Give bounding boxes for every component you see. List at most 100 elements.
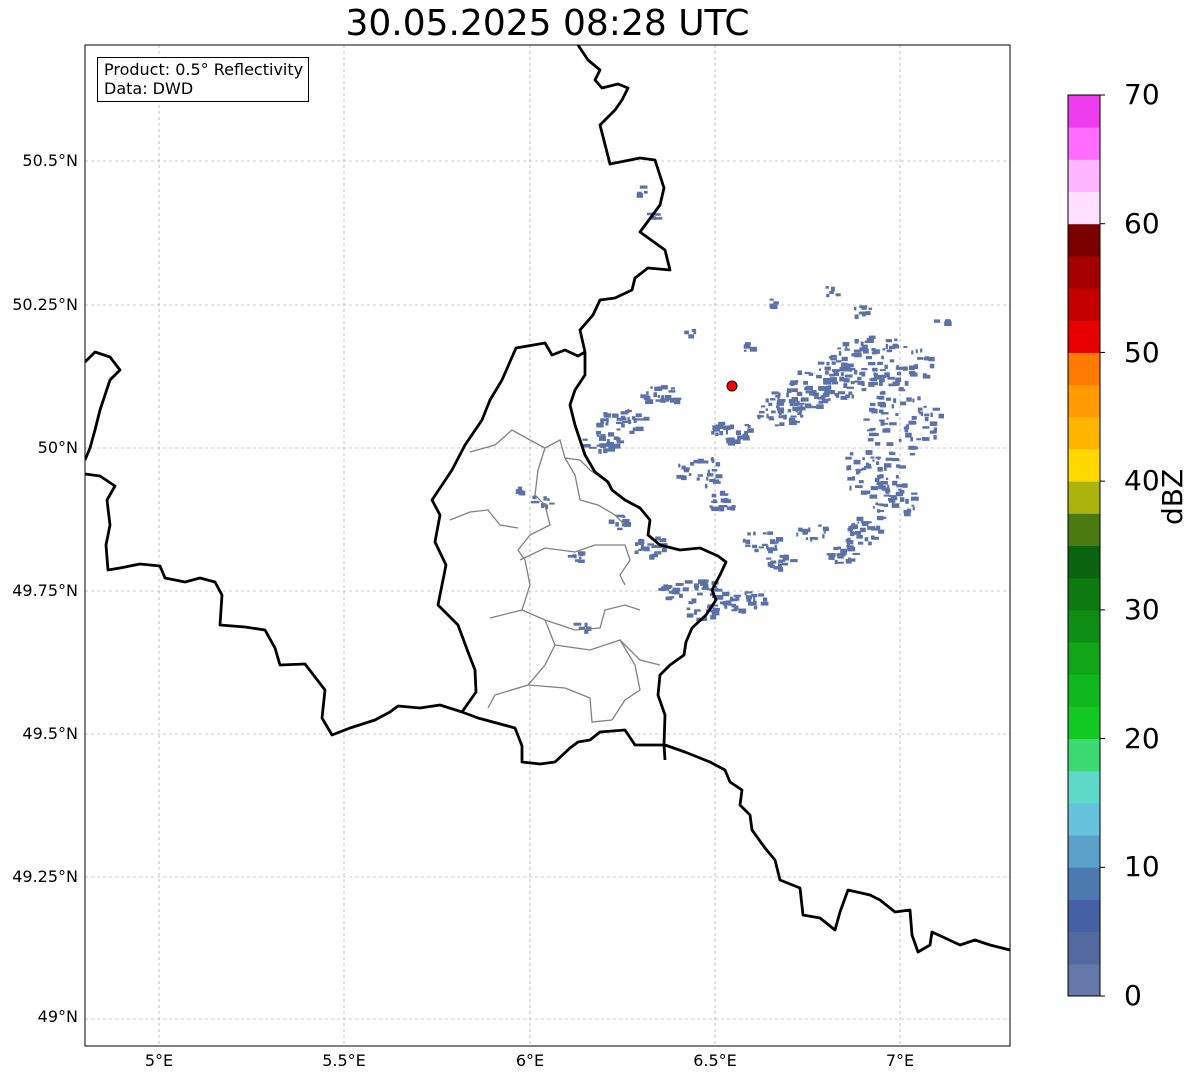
echo-pixel [864,340,869,343]
echo-pixel [753,600,757,606]
echo-pixel [595,430,601,435]
echo-pixel [598,423,601,427]
echo-pixel [853,459,861,465]
echo-pixel [877,474,881,480]
echo-pixel [840,372,844,376]
echo-pixel [646,391,649,396]
echo-pixel [632,416,636,420]
echo-pixel [793,402,798,406]
echo-pixel [771,410,776,414]
echo-pixel [889,345,895,350]
echo-pixel [929,430,936,434]
echo-pixel [836,553,844,557]
colorbar-bin [1068,159,1100,193]
echo-pixel [766,413,769,419]
echo-pixel [578,559,585,563]
echo-pixel [924,413,930,417]
echo-pixel [835,293,841,297]
echo-pixel [861,371,866,377]
colorbar-frame [1067,94,1101,997]
echo-pixel [710,457,714,462]
echo-pixel [608,519,615,524]
echo-pixel [712,425,720,430]
echo-pixel [621,423,625,428]
echo-pixel [832,369,840,372]
echo-pixel [645,400,649,405]
echo-pixel [660,385,666,388]
echo-pixel [789,420,797,426]
echo-pixel [745,544,751,547]
echo-pixel [828,385,832,390]
echo-pixel [889,359,895,363]
echo-pixel [760,601,769,606]
echo-pixel [620,415,626,419]
colorbar-bin [1068,835,1100,868]
echo-pixel [826,293,830,298]
echo-pixel [752,544,758,549]
echo-pixel [843,378,850,383]
echo-pixel [660,543,668,546]
echo-pixel [874,477,880,482]
colorbar-tick-label: 20 [1124,722,1160,755]
echo-pixel [715,428,719,431]
echo-pixel [896,365,899,368]
echo-pixel [889,452,896,456]
echo-pixel [885,457,893,461]
echo-pixel [691,328,697,332]
echo-pixel [913,364,919,369]
echo-pixel [820,395,826,398]
echo-pixel [829,373,835,377]
echo-pixel [849,452,854,456]
echo-pixel [629,430,635,434]
echo-pixel [625,409,632,412]
echo-pixel [768,402,773,406]
echo-pixel [675,582,684,586]
echo-pixel [920,411,924,417]
echo-pixel [724,604,728,609]
echo-pixel [758,593,765,597]
lat-tick-label: 49.75°N [12,581,78,600]
echo-pixel [766,557,772,560]
echo-pixel [767,561,774,567]
echo-pixel [640,546,646,551]
echo-pixel [747,425,751,428]
echo-pixel [862,457,865,460]
echo-pixel [818,524,822,527]
echo-pixel [888,498,894,502]
echo-pixel [751,593,758,598]
echo-pixel [871,432,879,437]
echo-pixel [770,539,776,545]
echo-pixel [786,388,792,393]
echo-pixel [818,368,821,371]
echo-pixel [788,417,796,423]
echo-pixel [805,530,809,535]
echo-pixel [709,478,715,483]
echo-pixel [833,546,839,551]
echo-pixel [881,487,890,491]
echo-pixel [884,467,887,471]
echo-pixel [723,425,731,431]
echo-pixel [828,555,835,560]
echo-pixel [877,510,885,513]
echo-pixel [727,437,735,443]
echo-pixel [720,498,729,503]
echo-pixel [831,381,839,385]
echo-pixel [616,421,624,425]
echo-pixel [841,356,848,361]
echo-pixel [853,306,857,311]
echo-pixel [805,537,809,541]
echo-pixel [701,460,709,464]
echo-pixel [748,601,755,606]
echo-pixel [892,458,899,462]
echo-pixel [864,465,872,469]
echo-pixel [706,588,712,591]
colorbar-bin [1068,931,1100,965]
echo-pixel [715,432,719,436]
echo-pixel [895,491,904,497]
echo-pixel [712,499,717,502]
echo-pixel [743,349,747,352]
echo-pixel [881,355,884,360]
echo-pixel [868,335,876,339]
echo-pixel [872,349,880,354]
echo-pixel [653,392,657,398]
